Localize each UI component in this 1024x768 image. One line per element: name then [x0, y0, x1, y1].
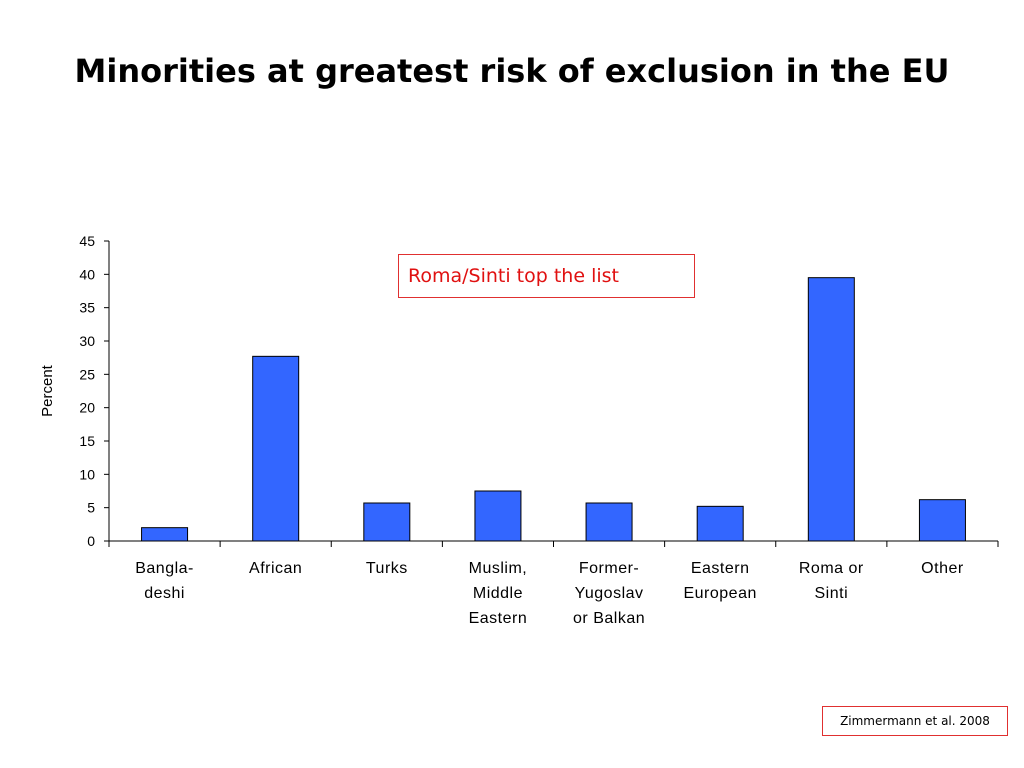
bar [696, 505, 744, 542]
bar [141, 527, 189, 542]
x-category-label: Sinti [815, 585, 849, 602]
x-category-label: or Balkan [573, 610, 645, 627]
bar [807, 277, 855, 542]
x-category-label: Eastern [469, 610, 528, 627]
y-tick-label: 25 [79, 366, 95, 382]
y-tick-label: 0 [87, 533, 95, 549]
x-category-label: Yugoslav [575, 585, 644, 602]
y-axis: 0 5 10 15 20 25 30 35 40 45 [79, 233, 110, 549]
bar [585, 502, 633, 542]
y-tick-label: 35 [79, 300, 95, 316]
y-tick-label: 20 [79, 400, 95, 416]
x-category-label: Muslim, [469, 560, 528, 577]
x-category-label: European [683, 585, 756, 602]
bar [474, 490, 522, 542]
y-tick-label: 10 [79, 466, 95, 482]
y-tick-label: 5 [87, 500, 95, 516]
bar [918, 499, 966, 542]
y-tick-label: 15 [79, 433, 95, 449]
x-category-label: Bangla- [135, 560, 194, 577]
y-tick-label: 45 [79, 233, 95, 249]
callout-box: Roma/Sinti top the list [398, 254, 695, 298]
x-category-label: Roma or [799, 560, 864, 577]
x-category-label: Eastern [691, 560, 750, 577]
x-category-label: Former- [579, 560, 639, 577]
bar [363, 502, 411, 542]
y-tick-label: 40 [79, 266, 95, 282]
x-category-label: Turks [366, 560, 408, 577]
x-category-label: African [249, 560, 302, 577]
source-citation: Zimmermann et al. 2008 [822, 706, 1008, 736]
x-category-label: deshi [144, 585, 185, 602]
y-tick-label: 30 [79, 333, 95, 349]
y-axis-label: Percent [39, 364, 56, 417]
x-category-label: Middle [473, 585, 523, 602]
x-axis: Bangla-deshi African Turks Muslim, Middle Eas… [108, 540, 999, 627]
slide-title: Minorities at greatest risk of exclusion… [74, 52, 950, 90]
x-category-label: Other [921, 560, 964, 577]
bar [252, 355, 300, 542]
bar-series [141, 277, 966, 542]
